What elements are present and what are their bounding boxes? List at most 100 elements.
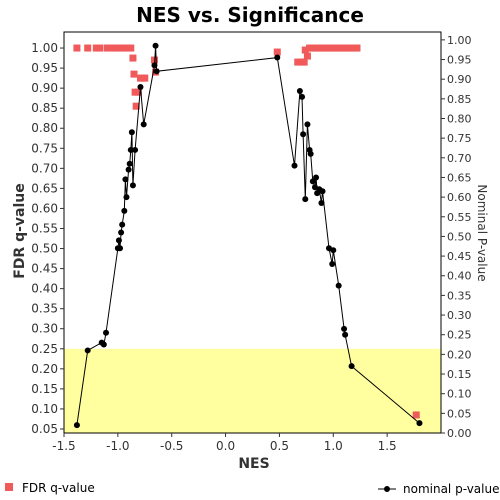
pvalue-point (103, 329, 110, 336)
pvalue-point (140, 121, 147, 128)
y-right-tick-label: 0.10 (447, 388, 472, 401)
y-left-tick-label: 0.15 (31, 382, 58, 396)
fdr-point (294, 58, 302, 66)
y-left-tick-label: 0.85 (31, 101, 58, 115)
y-left-tick-label: 0.45 (31, 262, 58, 276)
y-right-tick-label: 0.95 (447, 54, 472, 67)
chart-title-text: NES vs. Significance (136, 3, 364, 27)
pvalue-point (100, 341, 107, 348)
y-right-tick-label: 0.15 (447, 368, 472, 381)
pvalue-point (127, 146, 134, 153)
y-axis-right-title: Nominal P-value (475, 184, 489, 281)
pvalue-point (302, 196, 309, 203)
y-right-tick-label: 0.65 (447, 171, 472, 184)
pvalue-point (348, 363, 355, 370)
y-right-tick-label: 0.25 (447, 329, 472, 342)
pvalue-point (342, 331, 349, 338)
fdr-point (273, 48, 281, 56)
fdr-point (134, 88, 142, 96)
y-left-tick-label: 0.55 (31, 221, 58, 235)
y-left-tick-label: 0.90 (31, 81, 58, 95)
pvalue-point (119, 221, 126, 228)
pvalue-point (299, 93, 306, 100)
fdr-point (353, 44, 361, 52)
pvalue-point (416, 420, 423, 427)
pvalue-point (341, 325, 348, 332)
y-right-tick-label: 0.35 (447, 289, 472, 302)
chart-title: NES vs. Significance (136, 3, 364, 27)
y-left-tick-label: 0.80 (31, 121, 58, 135)
fdr-point (141, 74, 149, 82)
pvalue-point (132, 146, 139, 153)
significance-band (64, 348, 441, 433)
pvalue-point (128, 129, 135, 136)
x-axis: -1.5 -1.0 -0.5 0.0 0.5 1.0 1.5 (52, 433, 397, 453)
y-left-tick-label: 0.20 (31, 362, 58, 376)
legend-label-fdr: FDR q-value (22, 481, 95, 495)
y-axis-right: 0.00 0.05 0.10 0.15 0.20 0.25 0.30 0.35 0.40 0.45… (441, 34, 472, 440)
y-right-tick-label: 0.55 (447, 211, 472, 224)
fdr-point (96, 44, 104, 52)
y-right-tick-label: 0.00 (447, 427, 472, 440)
y-left-tick-label: 0.25 (31, 342, 58, 356)
x-tick-label: -0.5 (160, 439, 183, 453)
nominal-pvalue-series (73, 42, 423, 429)
legend-item-pvalue: nominal p-value (378, 482, 499, 496)
fdr-point (73, 44, 81, 52)
y-right-tick-label: 0.60 (447, 191, 472, 204)
pvalue-point (304, 121, 311, 128)
y-left-tick-label: 0.75 (31, 141, 58, 155)
y-left-tick-label: 0.60 (31, 201, 58, 215)
x-tick-label: 0.5 (270, 439, 289, 453)
pvalue-point (307, 150, 314, 157)
pvalue-point (300, 131, 307, 138)
pvalue-point (118, 229, 125, 236)
y-left-tick-label: 1.00 (31, 41, 58, 55)
pvalue-point (126, 160, 133, 167)
pvalue-point (84, 347, 91, 354)
pvalue-point (296, 87, 303, 94)
y-right-tick-label: 0.45 (447, 250, 472, 263)
y-left-tick-label: 0.10 (31, 402, 58, 416)
x-tick-label: -1.0 (106, 439, 129, 453)
pvalue-point (335, 282, 342, 289)
pvalue-point (122, 176, 129, 183)
y-left-tick-label: 0.65 (31, 181, 58, 195)
y-right-tick-label: 0.75 (447, 132, 472, 145)
fdr-point (106, 44, 114, 52)
y-right-tick-label: 0.20 (447, 348, 472, 361)
y-right-tick-label: 0.80 (447, 112, 472, 125)
x-axis-title: NES (238, 456, 269, 472)
pvalue-point (291, 162, 298, 169)
plot-area (63, 31, 442, 434)
fdr-point (129, 54, 137, 62)
fdr-point (132, 102, 140, 110)
y-right-tick-label: 0.90 (447, 73, 472, 86)
pvalue-point (151, 62, 158, 69)
pvalue-point (123, 194, 130, 201)
pvalue-point (274, 54, 281, 61)
pvalue-point (152, 42, 159, 49)
y-left-tick-label: 0.95 (31, 61, 58, 75)
legend: FDR q-value nominal p-value (5, 481, 499, 496)
fdr-point (127, 44, 135, 52)
y-right-tick-label: 0.40 (447, 270, 472, 283)
y-right-tick-label: 0.50 (447, 230, 472, 243)
y-axis-left-title: FDR q-value (12, 183, 28, 279)
pvalue-point (153, 68, 160, 75)
pvalue-point (73, 422, 80, 429)
y-left-tick-label: 0.50 (31, 242, 58, 256)
y-left-tick-label: 0.30 (31, 322, 58, 336)
pvalue-point (129, 182, 136, 189)
y-right-tick-label: 0.85 (447, 93, 472, 106)
pvalue-point (117, 245, 124, 252)
pvalue-point (330, 247, 337, 254)
pvalue-point (318, 200, 325, 207)
legend-label-pvalue: nominal p-value (403, 482, 499, 496)
fdr-point (301, 46, 309, 54)
x-tick-label: 1.0 (324, 439, 343, 453)
y-right-tick-label: 1.00 (447, 34, 472, 47)
x-tick-label: 0.0 (216, 439, 235, 453)
fdr-point (303, 52, 311, 60)
